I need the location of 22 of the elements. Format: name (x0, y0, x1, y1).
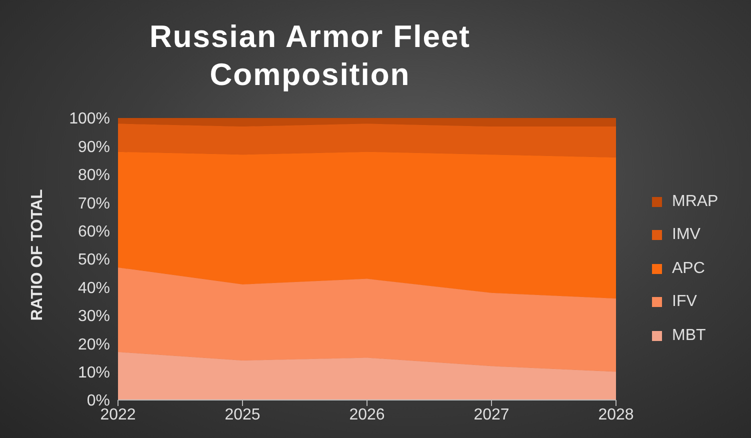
y-tick-label: 60% (78, 223, 110, 240)
x-tick-label: 2027 (474, 406, 510, 424)
y-tick-label: 100% (69, 110, 110, 128)
y-tick-label: 90% (78, 138, 110, 156)
y-tick-label: 50% (78, 252, 110, 269)
y-tick-label: 40% (78, 280, 110, 297)
y-tick-label: 30% (78, 308, 110, 326)
y-axis-title: RATIO OF TOTAL (29, 189, 47, 321)
x-tick-label: 2026 (349, 406, 385, 424)
legend-label: IFV (672, 293, 697, 312)
legend-label: MBT (672, 326, 706, 345)
y-tick-label: 70% (78, 195, 110, 212)
chart-title: Russian Armor Fleet Composition (148, 18, 472, 94)
legend-label: IMV (672, 226, 700, 244)
x-tick-label: 2022 (100, 406, 136, 424)
x-tick-label: 2025 (224, 406, 260, 424)
x-tick-label: 2028 (598, 406, 634, 424)
y-tick-label: 20% (78, 336, 110, 354)
legend-label: APC (672, 260, 705, 278)
y-tick-label: 80% (78, 167, 110, 184)
y-tick-label: 10% (78, 364, 110, 382)
legend-label: MRAP (672, 192, 718, 211)
